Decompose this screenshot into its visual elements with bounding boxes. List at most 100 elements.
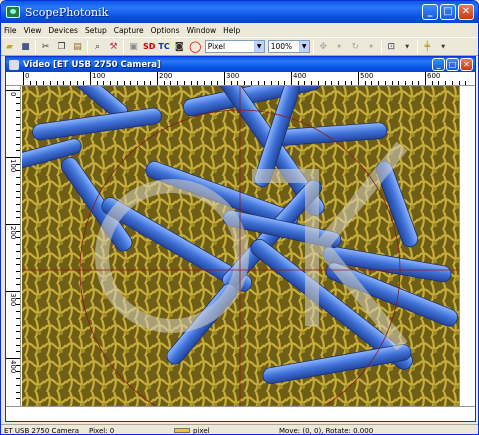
ruler-tick — [384, 81, 386, 85]
ruler-tick — [277, 81, 279, 85]
status-unit: pixel — [171, 427, 276, 434]
ruler-label: 100 — [92, 72, 106, 80]
cut-icon[interactable]: ✂ — [41, 41, 50, 52]
ruler-tick — [270, 81, 272, 85]
ruler-tick — [291, 72, 292, 85]
ruler-tick — [43, 81, 45, 85]
zoom-select[interactable]: 100% ▼ — [267, 40, 310, 53]
zoom-select-value: 100% — [270, 42, 293, 51]
ruler-tick — [16, 364, 20, 366]
ruler-tick — [451, 81, 453, 85]
ruler-tick — [36, 81, 38, 85]
target-icon[interactable]: ⊡ — [387, 41, 395, 52]
ruler-tick — [16, 277, 20, 279]
capture-icon[interactable]: ▣ — [129, 41, 138, 52]
title-bar[interactable]: ScopePhotonik _ □ ✕ — [1, 1, 478, 23]
ruler-tick — [16, 163, 20, 165]
menu-capture[interactable]: Capture — [113, 25, 144, 35]
menu-devices[interactable]: Devices — [48, 25, 78, 35]
ruler-tick — [16, 203, 20, 205]
ruler-tick — [16, 337, 20, 339]
sd-button[interactable]: SD — [143, 42, 156, 51]
dropdown-arrow-icon[interactable]: ▼ — [369, 43, 374, 50]
video-window-title-bar[interactable]: Video [ET USB 2750 Camera] _ □ ✕ — [6, 57, 475, 72]
tc-button[interactable]: TC — [158, 42, 170, 51]
ruler-tick — [16, 150, 20, 152]
vertical-ruler: 0 100 200 300 400 — [6, 86, 21, 406]
camera-image[interactable] — [22, 86, 459, 406]
ruler-tick — [16, 230, 20, 232]
ruler-label: 600 — [427, 72, 441, 80]
ruler-tick — [445, 81, 447, 85]
ruler-tick — [16, 371, 20, 373]
ruler-tick — [16, 110, 20, 112]
ruler-tick — [404, 81, 406, 85]
video-window: Video [ET USB 2750 Camera] _ □ ✕ 0 100 200… — [5, 56, 476, 422]
menu-view[interactable]: View — [23, 25, 42, 35]
app-icon — [6, 6, 20, 18]
ruler-tick — [136, 81, 138, 85]
video-minimize-button[interactable]: _ — [432, 58, 445, 71]
ruler-tick — [90, 72, 91, 85]
ruler-tick — [411, 81, 413, 85]
ruler-tick — [16, 311, 20, 313]
save-icon[interactable]: ■ — [21, 41, 30, 52]
ruler-tick — [431, 81, 433, 85]
ruler-tick — [130, 81, 132, 85]
horizontal-ruler: 0 100 200 300 400 500 600 — [6, 72, 475, 86]
ruler-tick — [16, 123, 20, 125]
menu-help[interactable]: Help — [223, 25, 241, 35]
record-icon[interactable]: ◯ — [189, 40, 202, 53]
dropdown-arrow-icon[interactable]: ▼ — [337, 43, 342, 50]
video-maximize-button[interactable]: □ — [446, 58, 459, 71]
dropdown-arrow-icon[interactable]: ▼ — [441, 43, 446, 50]
close-button[interactable]: ✕ — [458, 4, 474, 20]
ruler-label: 200 — [159, 72, 173, 80]
camera-icon[interactable]: ◙ — [174, 41, 184, 52]
rotate-icon[interactable]: ↻ — [351, 41, 359, 52]
ruler-tick — [438, 81, 440, 85]
ruler-tick — [49, 81, 51, 85]
copy-icon[interactable]: ❐ — [57, 41, 66, 52]
ruler-tick — [284, 81, 286, 85]
video-close-button[interactable]: ✕ — [460, 58, 473, 71]
crosshair-icon[interactable]: ╪ — [424, 41, 430, 52]
open-folder-icon[interactable]: ▰ — [6, 41, 13, 52]
paste-icon[interactable]: ▤ — [73, 41, 82, 52]
ruler-tick — [16, 210, 20, 212]
print-preview-icon[interactable]: ⌕ — [94, 41, 101, 52]
ruler-tick — [425, 72, 426, 85]
ruler-tick — [217, 81, 219, 85]
ruler-tick — [391, 81, 393, 85]
ruler-tick — [163, 81, 165, 85]
dropdown-arrow-icon[interactable]: ▼ — [405, 43, 410, 50]
minimize-button[interactable]: _ — [422, 4, 438, 20]
ruler-tick — [351, 81, 353, 85]
unit-select[interactable]: Pixel ▼ — [204, 40, 265, 53]
ruler-tick — [123, 81, 125, 85]
ruler-tick — [170, 81, 172, 85]
app-title: ScopePhotonik — [25, 5, 109, 19]
unit-select-value: Pixel — [207, 42, 226, 51]
ruler-tick — [317, 81, 319, 85]
ruler-tick — [16, 331, 20, 333]
menu-window[interactable]: Window — [186, 25, 217, 35]
menu-options[interactable]: Options — [150, 25, 180, 35]
ruler-tick — [16, 297, 20, 299]
ruler-tick — [69, 81, 71, 85]
status-move: Move: (0, 0), Rotate: 0.000 — [279, 426, 374, 435]
ruler-tick — [16, 378, 20, 380]
tools-icon[interactable]: ⚒ — [109, 41, 118, 52]
ruler-tick — [16, 197, 20, 199]
maximize-button[interactable]: □ — [440, 4, 456, 20]
ruler-label: 200 — [9, 226, 17, 240]
ruler-tick — [264, 81, 266, 85]
ruler-tick — [16, 264, 20, 266]
ruler-tick — [190, 81, 192, 85]
menu-file[interactable]: File — [4, 25, 17, 35]
menu-setup[interactable]: Setup — [84, 25, 107, 35]
ruler-tick — [16, 384, 20, 386]
ruler-tick — [16, 130, 20, 132]
move-icon[interactable]: ✥ — [319, 41, 327, 52]
